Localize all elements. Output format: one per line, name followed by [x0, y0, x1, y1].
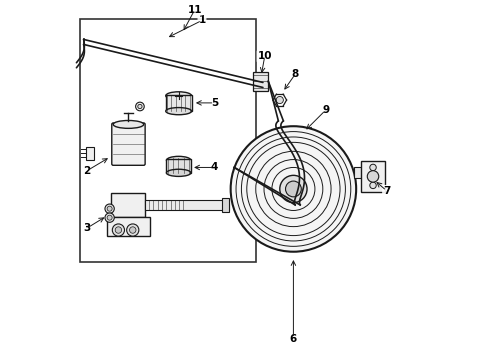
Bar: [167, 159, 191, 173]
Circle shape: [112, 224, 124, 236]
Circle shape: [129, 227, 136, 233]
Circle shape: [370, 182, 376, 189]
Ellipse shape: [167, 156, 191, 164]
Bar: [111, 193, 146, 217]
Circle shape: [126, 224, 139, 236]
Circle shape: [107, 215, 112, 220]
Text: 5: 5: [211, 98, 218, 108]
Circle shape: [105, 204, 114, 213]
Text: 9: 9: [322, 105, 329, 115]
Circle shape: [105, 213, 114, 222]
Bar: [80, 19, 256, 262]
Circle shape: [286, 181, 301, 197]
FancyBboxPatch shape: [112, 123, 145, 165]
Circle shape: [276, 96, 283, 104]
Circle shape: [368, 171, 379, 182]
Text: 7: 7: [383, 186, 391, 196]
Bar: [354, 167, 362, 178]
Ellipse shape: [113, 121, 144, 129]
Circle shape: [107, 206, 112, 211]
Circle shape: [370, 164, 376, 171]
Circle shape: [115, 227, 122, 233]
Bar: [361, 161, 385, 192]
Text: 1: 1: [198, 15, 206, 26]
Text: 8: 8: [292, 69, 299, 79]
Bar: [166, 95, 192, 111]
Text: 3: 3: [83, 224, 90, 233]
Circle shape: [138, 104, 142, 109]
Text: 11: 11: [188, 5, 202, 15]
Text: 10: 10: [257, 51, 272, 61]
Bar: [146, 200, 229, 210]
Ellipse shape: [167, 169, 191, 176]
Circle shape: [280, 175, 307, 203]
Bar: [221, 198, 229, 212]
Text: 2: 2: [83, 166, 90, 176]
Bar: [253, 72, 269, 91]
Bar: [107, 217, 150, 237]
Ellipse shape: [166, 108, 192, 115]
Bar: [86, 147, 94, 159]
Circle shape: [231, 126, 356, 252]
Text: 6: 6: [290, 333, 297, 343]
Ellipse shape: [166, 92, 192, 100]
Text: 4: 4: [211, 162, 218, 172]
Circle shape: [136, 102, 144, 111]
